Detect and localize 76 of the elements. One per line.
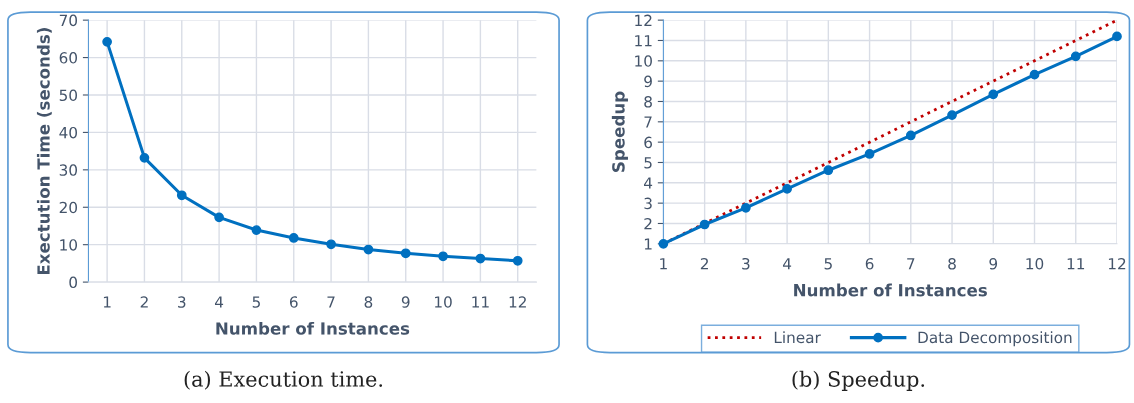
x-tick-label: 3: [178, 296, 186, 308]
legend-label: Linear: [774, 331, 821, 344]
x-tick-label: 10: [1026, 257, 1044, 270]
point: [823, 165, 834, 176]
x-tick-label: 2: [700, 257, 708, 270]
point: [288, 233, 299, 243]
y-tick-label: 7: [644, 116, 652, 128]
point: [176, 190, 187, 201]
point: [214, 212, 224, 223]
y-tick-label: 10: [60, 239, 78, 251]
x-tick-label: 10: [435, 296, 452, 308]
x-tick-label: 8: [364, 296, 373, 308]
y-tick-label: 50: [59, 89, 78, 102]
x-tick-label: 8: [948, 257, 956, 270]
y-tick-label: 40: [59, 126, 78, 139]
y-tick-label: 11: [635, 35, 652, 47]
y-tick-label: 12: [635, 14, 652, 26]
point: [438, 251, 448, 262]
y-tick-label: 10: [635, 55, 652, 67]
y-tick-label: 8: [644, 95, 652, 108]
x-axis-title: Number of Instances: [216, 321, 410, 335]
x-tick-label: 6: [865, 257, 874, 270]
y-axis-title: Speedup: [611, 91, 628, 172]
y-tick-label: 2: [644, 217, 652, 230]
point: [658, 238, 669, 249]
point: [699, 219, 710, 230]
x-tick-label: 2: [140, 296, 148, 308]
point: [782, 184, 792, 194]
x-tick-label: 12: [509, 296, 526, 308]
text: (a) Execution time.: [184, 370, 383, 390]
x-tick-label: 11: [472, 296, 489, 308]
y-tick-label: 30: [59, 164, 78, 176]
x-axis-title: Number of Instances: [794, 283, 987, 297]
y-tick-label: 6: [644, 136, 653, 149]
x-tick-label: 12: [1108, 257, 1126, 270]
y-tick-label: 0: [69, 276, 78, 289]
y-tick-label: 5: [644, 157, 652, 169]
x-tick-label: 1: [660, 258, 667, 270]
point: [905, 130, 916, 141]
point: [102, 36, 112, 47]
y-tick-label: 70: [59, 14, 78, 27]
point: [741, 202, 751, 213]
point: [1112, 31, 1122, 42]
point: [139, 152, 150, 163]
y-tick-label: 20: [59, 201, 78, 214]
x-tick-label: 11: [1067, 258, 1085, 270]
y-axis-title: Exectution Time (seconds): [36, 28, 52, 275]
x-tick-label: 4: [782, 258, 792, 270]
text: (b) Speedup.: [792, 370, 925, 391]
x-tick-label: 7: [907, 258, 915, 270]
point: [947, 110, 957, 120]
x-tick-label: 6: [289, 296, 298, 308]
x-tick-label: 9: [989, 257, 998, 270]
point: [363, 244, 374, 255]
x-tick-label: 1: [103, 296, 111, 308]
x-tick-label: 9: [401, 296, 410, 308]
y-tick-label: 4: [644, 177, 653, 189]
point: [400, 248, 411, 259]
x-tick-label: 4: [214, 296, 224, 308]
x-tick-label: 7: [327, 296, 335, 308]
y-tick-label: 1: [644, 238, 652, 250]
point: [475, 253, 486, 264]
point: [988, 89, 999, 100]
x-tick-label: 5: [824, 258, 832, 270]
point: [1070, 51, 1081, 62]
y-tick-label: 3: [644, 197, 652, 210]
point: [864, 149, 875, 159]
y-tick-label: 9: [644, 75, 652, 88]
x-tick-label: 5: [252, 296, 260, 308]
x-tick-label: 3: [742, 257, 750, 270]
point: [326, 239, 336, 250]
legend-label: Data Decomposition: [918, 331, 1072, 347]
point: [512, 255, 523, 266]
y-tick-label: 60: [59, 52, 78, 64]
point: [251, 225, 262, 235]
point: [1029, 69, 1040, 80]
